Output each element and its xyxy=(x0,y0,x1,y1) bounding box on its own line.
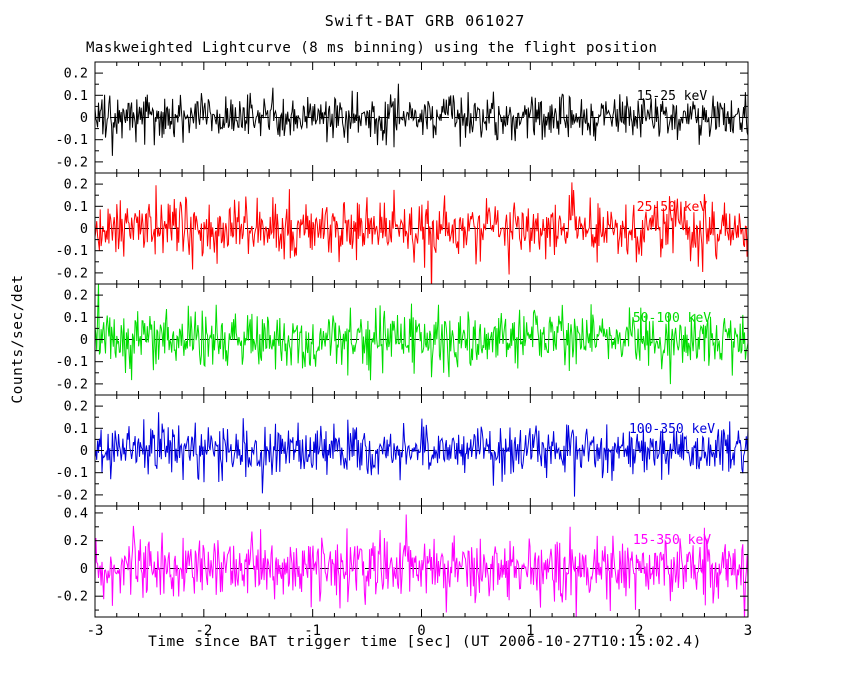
x-tick-label: -1 xyxy=(304,623,321,639)
y-tick-label: -0.1 xyxy=(55,465,88,481)
panel-15-350-kev: 15-350 keV 0.4 0.2 0 -0.2 -3 -2 -1 0 1 2 3 xyxy=(55,505,752,639)
x-tick-label: 3 xyxy=(744,623,752,639)
y-tick-label: -0.2 xyxy=(55,265,88,281)
energy-band-label: 50-100 keV xyxy=(633,311,711,326)
y-tick-label: 0.1 xyxy=(64,199,88,215)
y-tick-label: 0.1 xyxy=(64,88,88,104)
lightcurve-trace-25-50-kev xyxy=(95,182,748,284)
panel-15-25-kev: 15-25 keV 0.2 0.1 0 -0.1 -0.2 xyxy=(55,61,749,174)
y-tick-label: 0.2 xyxy=(64,288,88,304)
panel-50-100-kev: 50-100 keV 0.2 0.1 0 -0.1 -0.2 xyxy=(55,283,749,396)
y-tick-label: -0.2 xyxy=(55,376,88,392)
y-tick-label: -0.2 xyxy=(55,154,88,170)
panel-25-50-kev: 25-50 keV 0.2 0.1 0 -0.1 -0.2 xyxy=(55,172,749,285)
lightcurve-trace-50-100-kev xyxy=(95,284,748,385)
y-tick-label: 0.2 xyxy=(64,66,88,82)
energy-band-label: 15-25 keV xyxy=(637,89,708,104)
y-tick-label: 0.4 xyxy=(64,505,88,521)
y-tick-label: -0.1 xyxy=(55,354,88,370)
y-tick-label: 0.2 xyxy=(64,399,88,415)
y-tick-label: -0.2 xyxy=(55,589,88,605)
y-tick-label: 0 xyxy=(80,561,88,577)
y-tick-label: 0 xyxy=(80,221,88,237)
y-tick-label: -0.1 xyxy=(55,132,88,148)
x-tick-label: -2 xyxy=(195,623,212,639)
y-tick-label: -0.1 xyxy=(55,243,88,259)
y-tick-label: 0.1 xyxy=(64,310,88,326)
y-tick-label: 0 xyxy=(80,110,88,126)
x-tick-label: -3 xyxy=(87,623,104,639)
y-tick-label: 0.2 xyxy=(64,533,88,549)
energy-band-label: 15-350 keV xyxy=(633,533,711,548)
lightcurve-trace-15-350-kev xyxy=(95,514,748,617)
y-tick-label: -0.2 xyxy=(55,487,88,503)
lightcurve-trace-100-350-kev xyxy=(95,412,748,497)
y-tick-label: 0 xyxy=(80,332,88,348)
chart-title: Swift-BAT GRB 061027 xyxy=(324,12,526,30)
x-tick-label: 1 xyxy=(526,623,534,639)
lightcurve-trace-15-25-kev xyxy=(95,83,748,156)
energy-band-label: 25-50 keV xyxy=(637,200,708,215)
panel-100-350-kev: 100-350 keV 0.2 0.1 0 -0.1 -0.2 xyxy=(55,394,749,507)
chart-subtitle: Maskweighted Lightcurve (8 ms binning) u… xyxy=(86,40,658,56)
energy-band-label: 100-350 keV xyxy=(629,422,715,437)
y-tick-label: 0 xyxy=(80,443,88,459)
y-tick-label: 0.1 xyxy=(64,421,88,437)
x-tick-label: 2 xyxy=(635,623,643,639)
x-tick-label: 0 xyxy=(417,623,425,639)
x-axis-label: Time since BAT trigger time [sec] (UT 20… xyxy=(148,634,702,650)
y-tick-label: 0.2 xyxy=(64,177,88,193)
